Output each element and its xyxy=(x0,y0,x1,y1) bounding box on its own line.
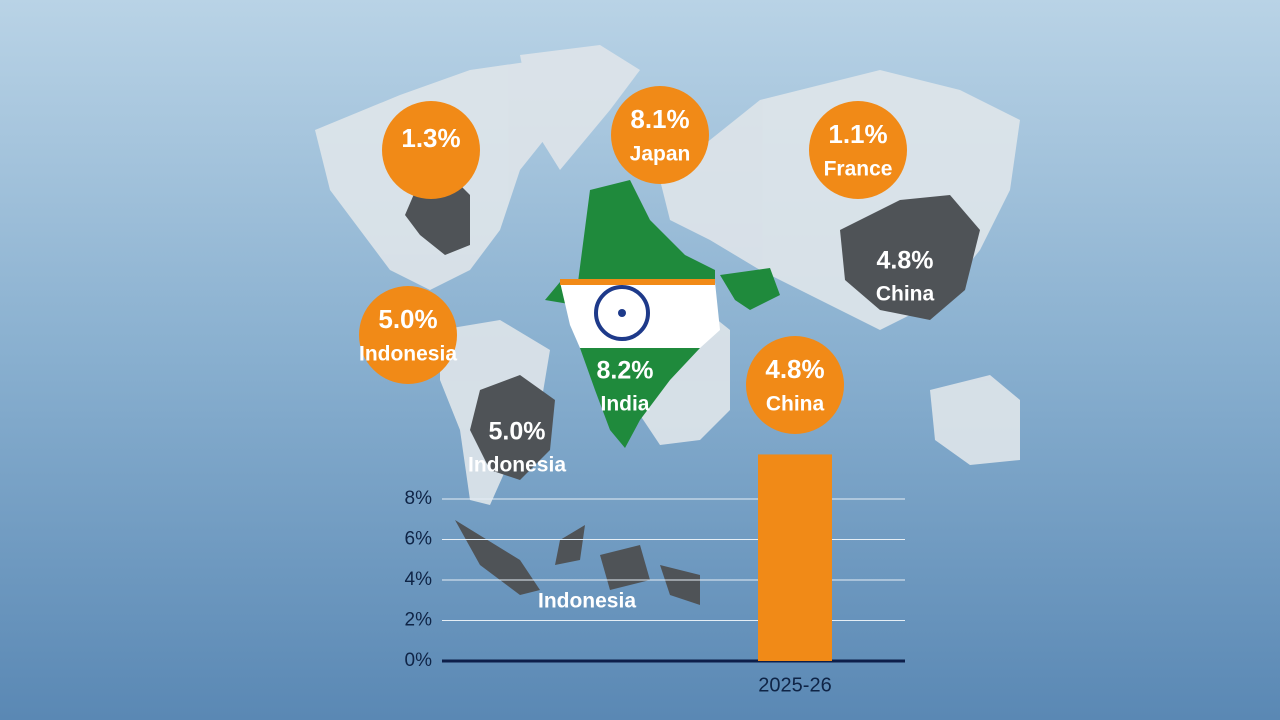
region-rate: 4.8% xyxy=(877,247,934,275)
bar xyxy=(758,454,832,661)
region-country: India xyxy=(600,393,649,416)
y-tick-label: 2% xyxy=(405,610,433,631)
bubble xyxy=(359,286,457,384)
region-country: China xyxy=(876,283,935,306)
bubble-country: Japan xyxy=(630,143,691,166)
bubble-rate: 8.1% xyxy=(630,104,689,134)
region-rate: 8.2% xyxy=(597,357,654,385)
y-tick-label: 4% xyxy=(405,569,433,590)
y-tick-label: 6% xyxy=(405,529,433,550)
bubble-country: Indonesia xyxy=(359,343,457,366)
flag-saffron xyxy=(560,279,715,285)
highlighted-countries xyxy=(405,170,980,605)
brazil-shape xyxy=(470,375,555,480)
bubble-country: France xyxy=(824,158,893,181)
bubble-rate: 5.0% xyxy=(378,304,437,334)
india-map xyxy=(545,180,780,448)
bubble xyxy=(746,336,844,434)
bubble xyxy=(382,101,480,199)
bubble-rate: 4.8% xyxy=(765,354,824,384)
bubble xyxy=(611,86,709,184)
x-tick-label: 2025-26 xyxy=(758,674,831,696)
bubble-rate: 1.1% xyxy=(828,119,887,149)
y-tick-label: 0% xyxy=(405,650,433,671)
region-country: Indonesia xyxy=(468,454,566,477)
india-south xyxy=(580,348,700,448)
ashoka-chakra xyxy=(594,285,650,341)
india-northeast xyxy=(720,268,780,310)
bubble xyxy=(809,101,907,199)
china-shape xyxy=(840,195,980,320)
chakra-hub xyxy=(618,309,626,317)
bubble-country: China xyxy=(766,393,825,416)
region-rate: 5.0% xyxy=(489,418,546,446)
indonesia-shape xyxy=(455,520,700,605)
greenland xyxy=(520,45,640,170)
y-tick-label: 8% xyxy=(405,488,433,509)
region-country: Indonesia xyxy=(538,590,636,613)
australia xyxy=(930,375,1020,465)
bubble-rate: 1.3% xyxy=(401,123,460,153)
india-north xyxy=(545,180,715,305)
